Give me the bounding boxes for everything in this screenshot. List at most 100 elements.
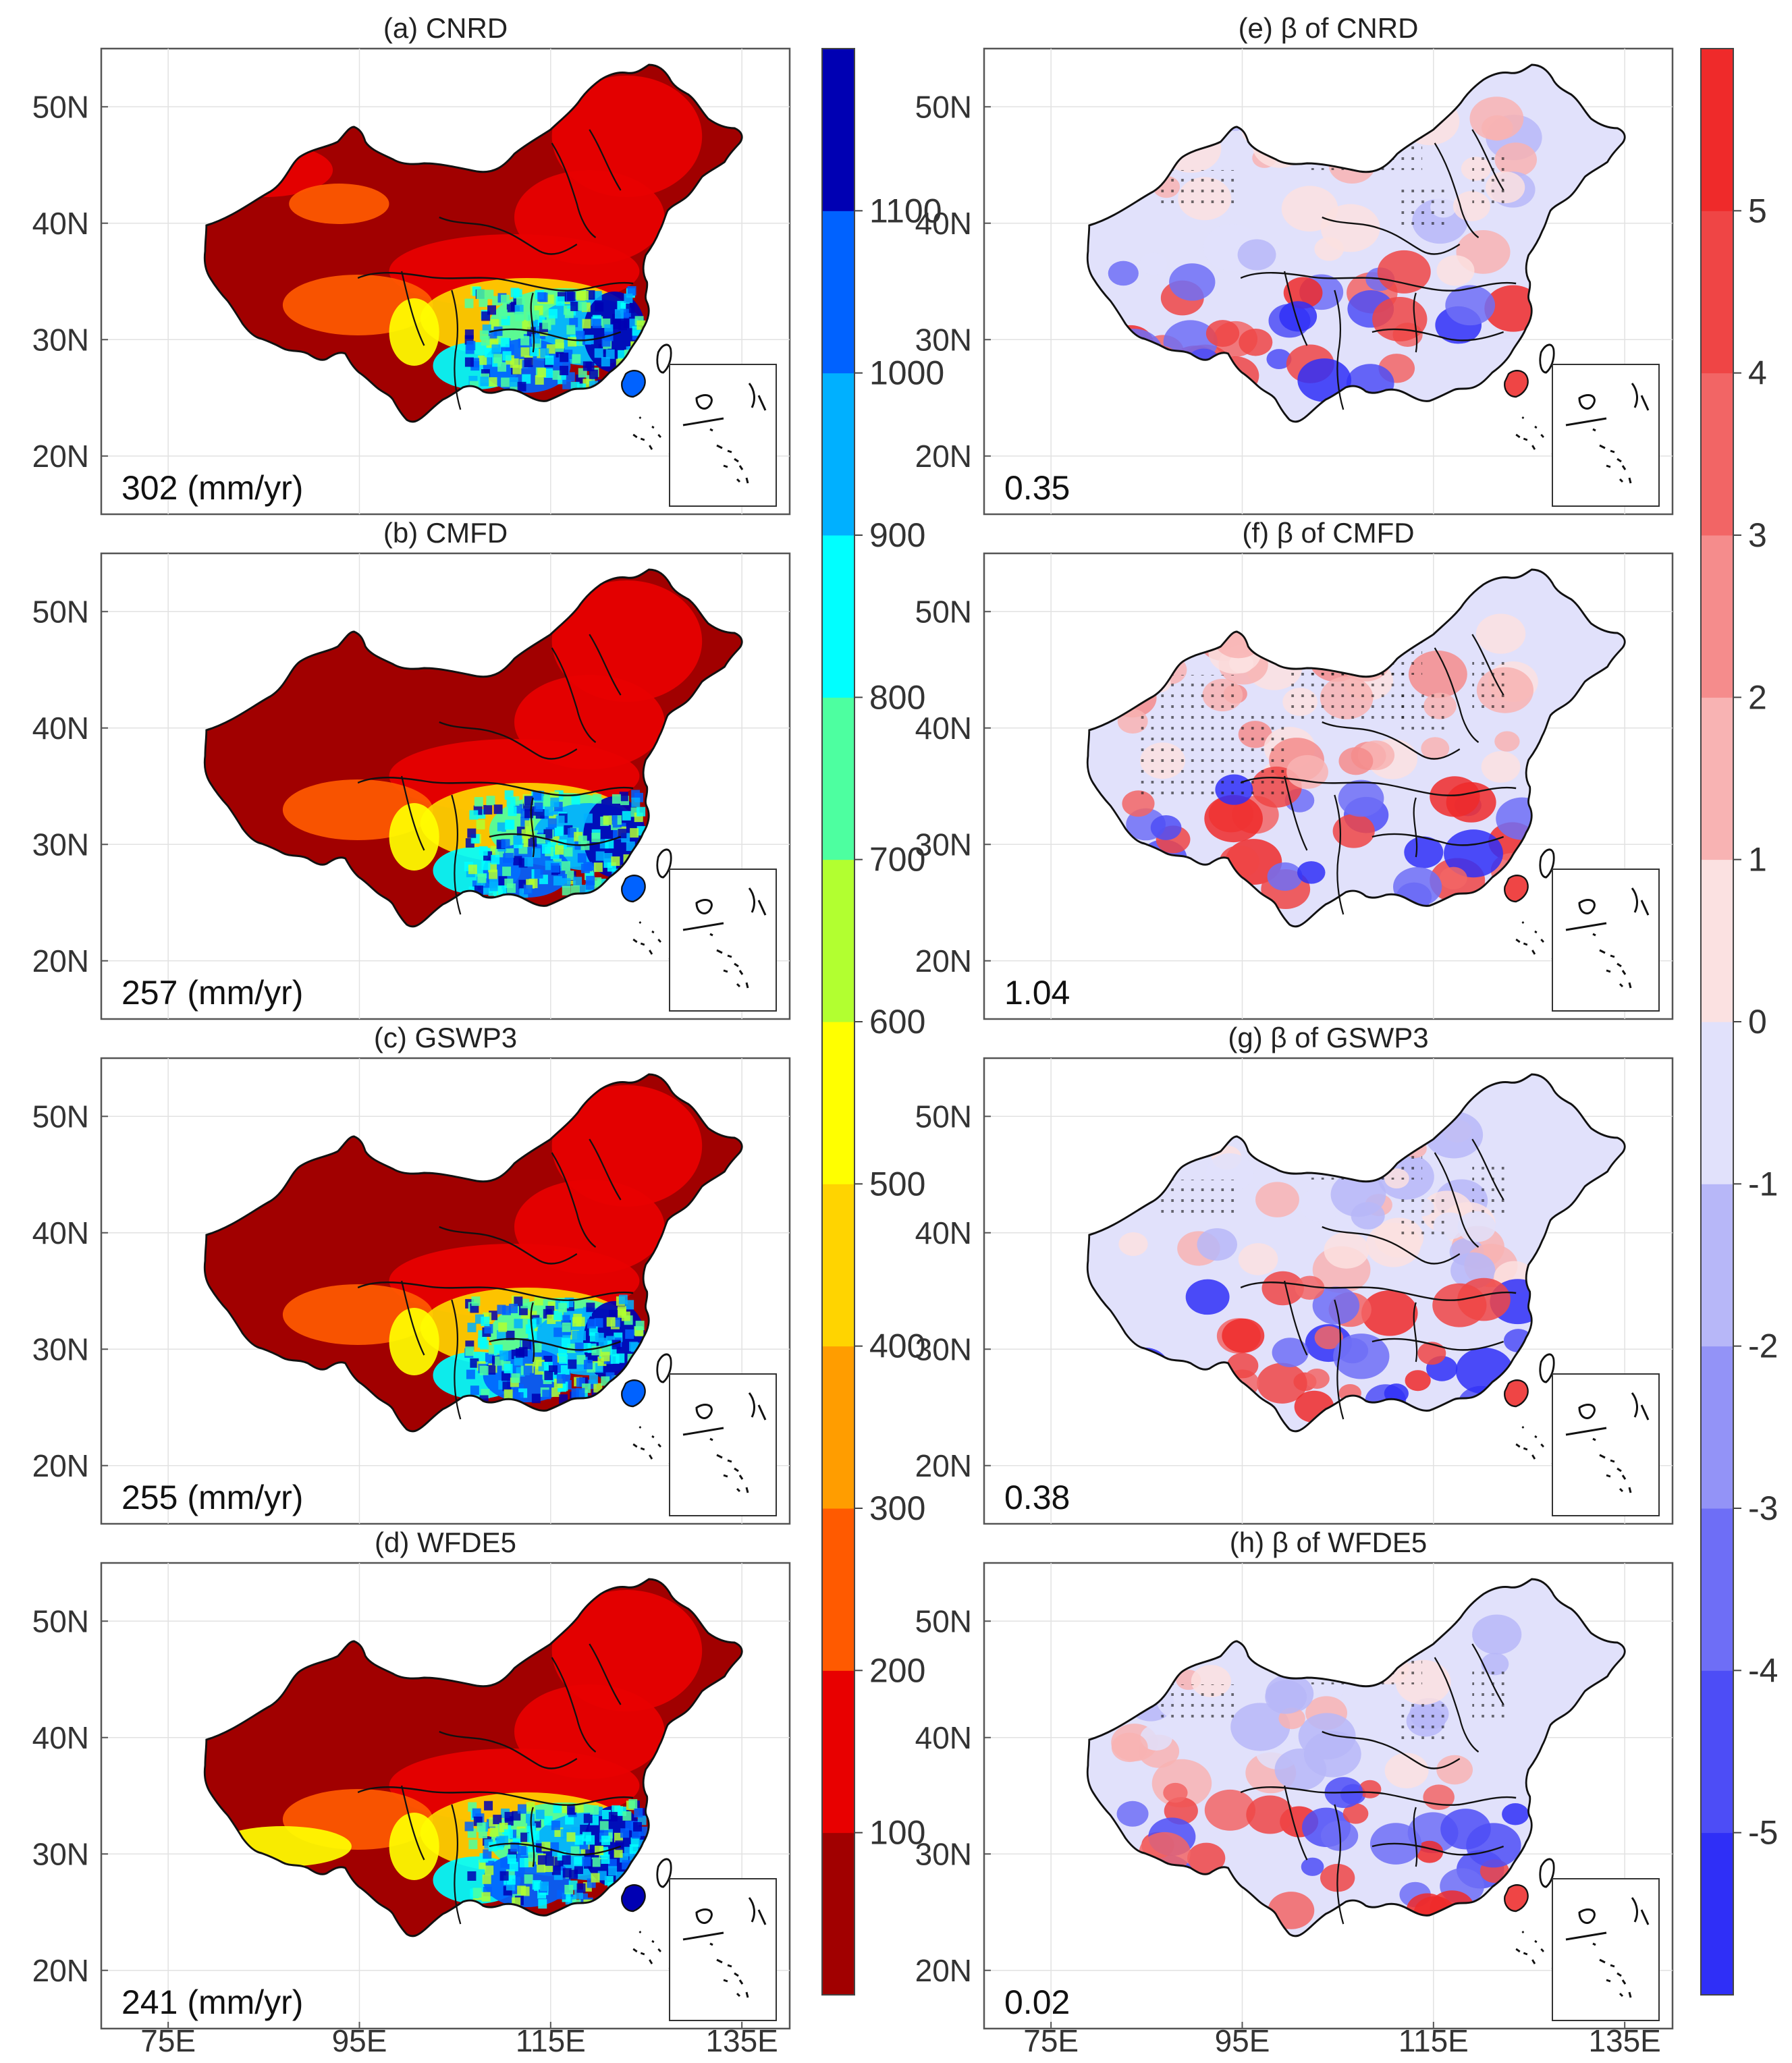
trend-region: [1116, 1800, 1149, 1827]
runoff-cell: [625, 1821, 634, 1831]
trend-region: [1351, 1202, 1385, 1230]
runoff-cell: [464, 1821, 474, 1832]
runoff-cell: [562, 1322, 571, 1332]
lat-tick-label: 40N: [915, 206, 972, 241]
runoff-cell: [543, 829, 553, 839]
mean-runoff-label: 257 (mm/yr): [121, 974, 303, 1012]
runoff-cell: [609, 1309, 618, 1319]
colorbar-segment: [1701, 697, 1733, 860]
runoff-cell: [472, 1888, 482, 1898]
lon-tick-label: 95E: [1215, 2023, 1270, 2058]
runoff-cell: [574, 1803, 584, 1813]
runoff-cell: [633, 1821, 642, 1832]
trend-region: [1150, 815, 1182, 840]
runoff-cell: [520, 1298, 530, 1309]
runoff-cell: [520, 347, 530, 357]
colorbar-segment: [1701, 1346, 1733, 1509]
colorbar-tick-label: 4: [1748, 354, 1767, 392]
runoff-cell: [511, 1373, 520, 1383]
significance-stipple: [1472, 1664, 1510, 1718]
colorbar-segment: [822, 1022, 854, 1184]
runoff-colorbar: 100 200 300 400 500 600 700 800 900 1000 1100: [821, 48, 944, 1996]
runoff-cell: [526, 311, 535, 321]
trend-region: [1228, 653, 1254, 673]
runoff-cell: [560, 1365, 570, 1375]
runoff-cell: [483, 1849, 492, 1859]
significance-stipple: [1134, 709, 1285, 796]
runoff-cell: [524, 808, 534, 819]
runoff-cell: [612, 794, 621, 804]
runoff-cell: [467, 1871, 477, 1881]
runoff-cell: [561, 861, 570, 871]
runoff-cell: [618, 350, 627, 360]
colorbar-segment: [1701, 1022, 1733, 1184]
runoff-cell: [593, 877, 602, 887]
runoff-cell: [537, 368, 547, 378]
south-china-sea-inset: [669, 869, 777, 1012]
runoff-cell: [522, 1340, 531, 1350]
runoff-cell: [556, 1374, 566, 1384]
runoff-cell: [484, 1323, 493, 1333]
runoff-cell: [545, 355, 554, 365]
trend-region: [1481, 751, 1521, 783]
runoff-cell: [493, 1815, 502, 1825]
runoff-cell: [573, 1313, 582, 1323]
colorbar-segment: [822, 373, 854, 536]
runoff-cell: [559, 1354, 568, 1365]
panel-title: (f) β of CMFD: [1242, 517, 1414, 549]
trend-region: [1286, 754, 1328, 789]
runoff-cell: [617, 300, 626, 310]
trend-region: [1197, 1228, 1237, 1261]
lat-tick-label: 30N: [32, 827, 89, 862]
lat-tick-label: 50N: [32, 1099, 89, 1134]
trend-region: [1140, 1724, 1173, 1751]
runoff-cell: [476, 290, 485, 299]
lat-tick-label: 40N: [915, 1720, 972, 1755]
lon-tick-label: 115E: [516, 2023, 586, 2058]
runoff-region: [389, 1813, 439, 1880]
colorbar-tick-label: -3: [1748, 1489, 1778, 1527]
runoff-cell: [521, 829, 531, 839]
runoff-cell: [566, 292, 576, 302]
runoff-cell: [471, 1296, 481, 1306]
lon-tick-label: 75E: [140, 2023, 196, 2058]
runoff-cell: [506, 1875, 516, 1885]
trend-region: [1108, 260, 1139, 286]
runoff-cell: [560, 352, 569, 362]
runoff-cell: [564, 847, 573, 857]
trend-region: [1466, 1823, 1521, 1868]
runoff-cell: [562, 379, 572, 389]
runoff-cell: [568, 1869, 578, 1879]
trend-region: [1393, 867, 1442, 907]
runoff-cell: [583, 813, 593, 823]
trend-region: [1475, 613, 1526, 654]
runoff-cell: [489, 1827, 499, 1837]
runoff-cell: [479, 846, 488, 856]
trend-region: [1163, 1782, 1188, 1803]
runoff-cell: [509, 377, 518, 387]
runoff-cell: [502, 1381, 512, 1392]
runoff-cell: [533, 1343, 542, 1353]
runoff-cell: [562, 878, 571, 888]
runoff-cell: [499, 1350, 509, 1360]
runoff-cell: [566, 372, 575, 382]
colorbar-segment: [822, 1346, 854, 1509]
runoff-cell: [622, 1811, 632, 1821]
runoff-cell: [484, 348, 493, 358]
beta-value-label: 1.04: [1004, 974, 1070, 1012]
runoff-cell: [532, 1879, 541, 1890]
runoff-cell: [510, 287, 520, 298]
runoff-cell: [555, 296, 565, 306]
runoff-cell: [470, 1358, 479, 1368]
trend-region: [1230, 1703, 1291, 1751]
colorbar-tick-label: 400: [869, 1327, 925, 1365]
runoff-cell: [506, 797, 516, 807]
runoff-cell: [551, 1865, 561, 1875]
panel-title: (h) β of WFDE5: [1230, 1526, 1428, 1558]
trend-region: [1377, 250, 1431, 294]
trend-region: [1222, 1318, 1265, 1353]
runoff-cell: [564, 1885, 574, 1895]
panel-title: (e) β of CNRD: [1239, 12, 1419, 44]
runoff-cell: [627, 285, 636, 296]
panel-title: (b) CMFD: [383, 517, 508, 549]
